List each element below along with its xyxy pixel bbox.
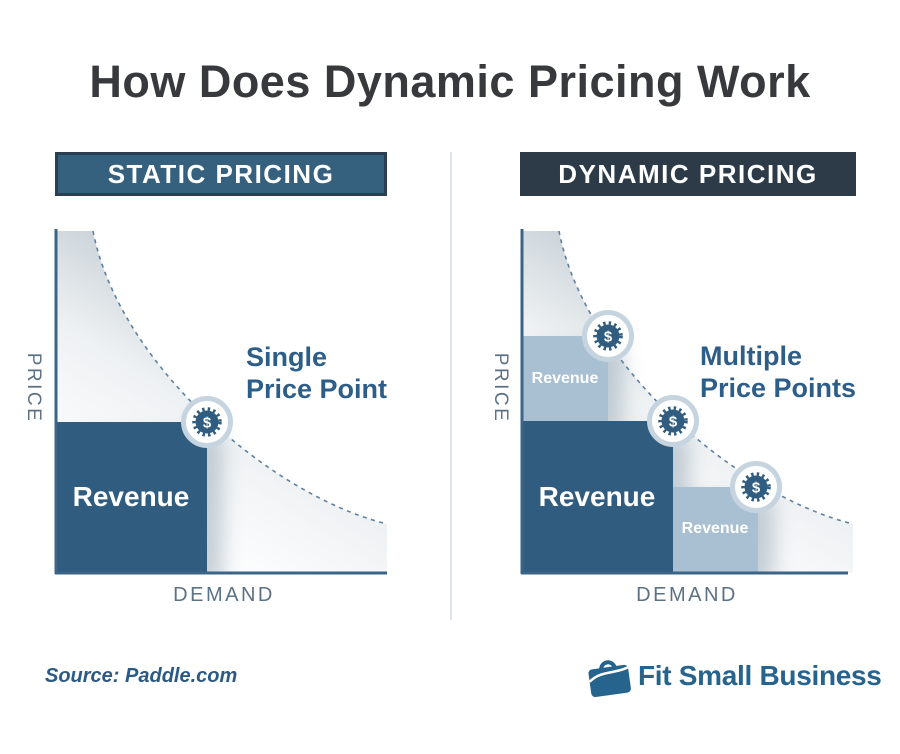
static-pricing-header-label: STATIC PRICING (107, 158, 335, 189)
dollar-icon: $ (752, 480, 761, 497)
dynamic-pricing-header-label: DYNAMIC PRICING (558, 158, 818, 189)
price-point-badge: $ (181, 396, 233, 448)
badge-seal (744, 475, 768, 499)
static-y-axis-label: PRICE (23, 352, 44, 424)
badge-seal (195, 410, 219, 434)
static-annotation: Single Price Point (246, 341, 387, 405)
static-x-axis-label: DEMAND (173, 584, 275, 606)
dynamic-revenue-label-3: Revenue (681, 520, 749, 537)
page-title: How Does Dynamic Pricing Work (89, 56, 811, 107)
briefcase-icon (588, 660, 631, 698)
price-point-badge-3: $ (730, 461, 782, 513)
static-pricing-header: STATIC PRICING (55, 152, 387, 196)
price-point-badge-2: $ (647, 395, 699, 447)
dollar-icon: $ (604, 329, 613, 346)
dynamic-chart: $ $ $ (520, 229, 854, 575)
badge-seal-teeth (658, 406, 688, 436)
dynamic-x-axis-label: DEMAND (636, 584, 738, 606)
brand-logo: Fit Small Business (586, 654, 882, 698)
dynamic-pricing-header: DYNAMIC PRICING (520, 152, 856, 196)
badge-seal-teeth (593, 321, 623, 351)
dollar-icon: $ (203, 415, 212, 432)
dynamic-annotation: Multiple Price Points (700, 340, 856, 404)
dynamic-revenue-label-1: Revenue (531, 370, 599, 387)
dynamic-annotation-line1: Multiple (700, 341, 802, 371)
revenue-area-step2 (522, 421, 673, 573)
panel-divider (450, 152, 452, 620)
badge-seal (661, 409, 685, 433)
dynamic-y-axis-label: PRICE (490, 352, 511, 424)
revenue-area (56, 422, 207, 573)
dynamic-annotation-line2: Price Points (700, 373, 857, 403)
badge-seal-teeth (741, 472, 771, 502)
badge-seal-teeth (192, 407, 222, 437)
badge-seal (596, 324, 620, 348)
source-credit: Source: Paddle.com (45, 665, 238, 687)
dynamic-revenue-label-2: Revenue (538, 481, 656, 512)
price-point-badge-1: $ (582, 310, 634, 362)
static-revenue-label: Revenue (72, 481, 190, 512)
static-annotation-line2: Price Point (246, 374, 388, 404)
brand-name: Fit Small Business (638, 660, 882, 691)
static-chart: $ (54, 229, 388, 575)
static-annotation-line1: Single (246, 342, 328, 372)
dollar-icon: $ (669, 414, 678, 431)
